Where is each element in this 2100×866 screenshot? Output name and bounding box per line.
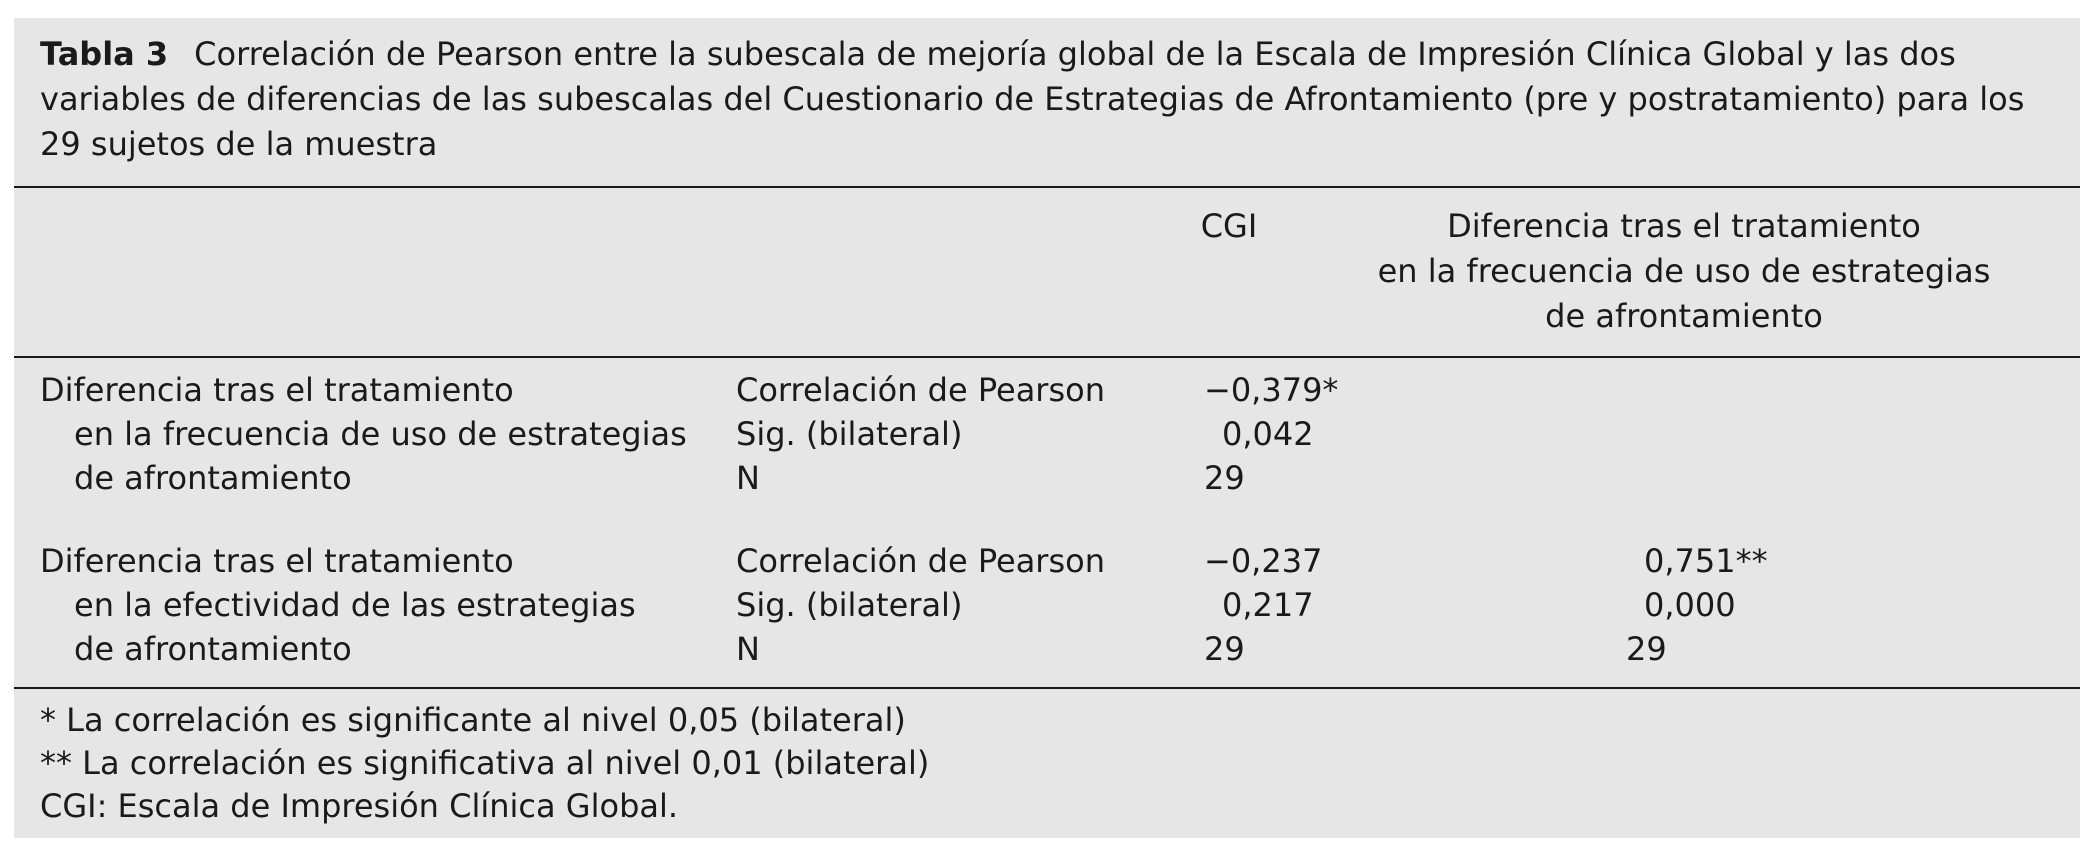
difference-significance: 0,000 xyxy=(1644,586,1736,624)
bottom-rule xyxy=(14,687,2080,689)
table-footnotes: * La correlación es significante al nive… xyxy=(40,699,929,828)
column-header-line: en la frecuencia de uso de estrategias xyxy=(1377,252,1991,290)
stat-label-pearson: Correlación de Pearson xyxy=(736,371,1105,409)
cgi-correlation: −0,379* xyxy=(1204,371,1339,409)
footnote-abbreviation: CGI: Escala de Impresión Clínica Global. xyxy=(40,787,679,825)
table-caption: Tabla 3 Correlación de Pearson entre la s… xyxy=(40,32,2030,167)
top-rule xyxy=(14,186,2080,188)
cgi-n: 29 xyxy=(1204,630,1245,668)
stat-label-sig: Sig. (bilateral) xyxy=(736,415,963,453)
row-label-line: de afrontamiento xyxy=(74,630,352,668)
footnote-single-asterisk: * La correlación es significante al nive… xyxy=(40,701,906,739)
cgi-significance: 0,042 xyxy=(1222,415,1314,453)
stat-label-sig: Sig. (bilateral) xyxy=(736,586,963,624)
stat-labels: Correlación de Pearson Sig. (bilateral) … xyxy=(736,368,1105,500)
table-panel: Tabla 3 Correlación de Pearson entre la s… xyxy=(14,18,2080,838)
difference-correlation: 0,751** xyxy=(1644,542,1768,580)
row-label-line: Diferencia tras el tratamiento xyxy=(40,542,514,580)
stat-labels: Correlación de Pearson Sig. (bilateral) … xyxy=(736,539,1105,671)
row-label-line: en la frecuencia de uso de estrategias xyxy=(74,415,687,453)
stat-label-pearson: Correlación de Pearson xyxy=(736,542,1105,580)
row-label-line: en la efectividad de las estrategias xyxy=(74,586,636,624)
header-rule xyxy=(14,356,2080,358)
row-label-effectiveness: Diferencia tras el tratamiento en la efe… xyxy=(40,539,636,671)
footnote-double-asterisk: ** La correlación es significativa al ni… xyxy=(40,744,930,782)
table-caption-text: Correlación de Pearson entre la subescal… xyxy=(40,35,2025,163)
row-label-frequency: Diferencia tras el tratamiento en la fre… xyxy=(40,368,687,500)
column-header-cgi: CGI xyxy=(1200,207,1258,245)
table-label: Tabla 3 xyxy=(40,35,169,73)
row-label-line: de afrontamiento xyxy=(74,459,352,497)
row-label-line: Diferencia tras el tratamiento xyxy=(40,371,514,409)
column-header-difference: Diferencia tras el tratamiento en la fre… xyxy=(1374,204,1994,339)
difference-n: 29 xyxy=(1626,630,1667,668)
column-header-line: Diferencia tras el tratamiento xyxy=(1447,207,1921,245)
cgi-correlation: −0,237 xyxy=(1204,542,1323,580)
stat-label-n: N xyxy=(736,459,760,497)
stat-label-n: N xyxy=(736,630,760,668)
cgi-n: 29 xyxy=(1204,459,1245,497)
column-header-line: de afrontamiento xyxy=(1545,297,1823,335)
cgi-significance: 0,217 xyxy=(1222,586,1314,624)
